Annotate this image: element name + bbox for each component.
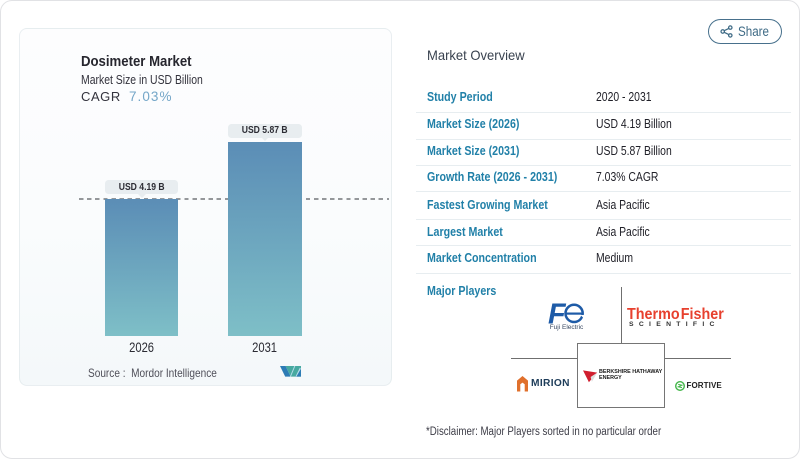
svg-text:F: F [548, 301, 567, 326]
